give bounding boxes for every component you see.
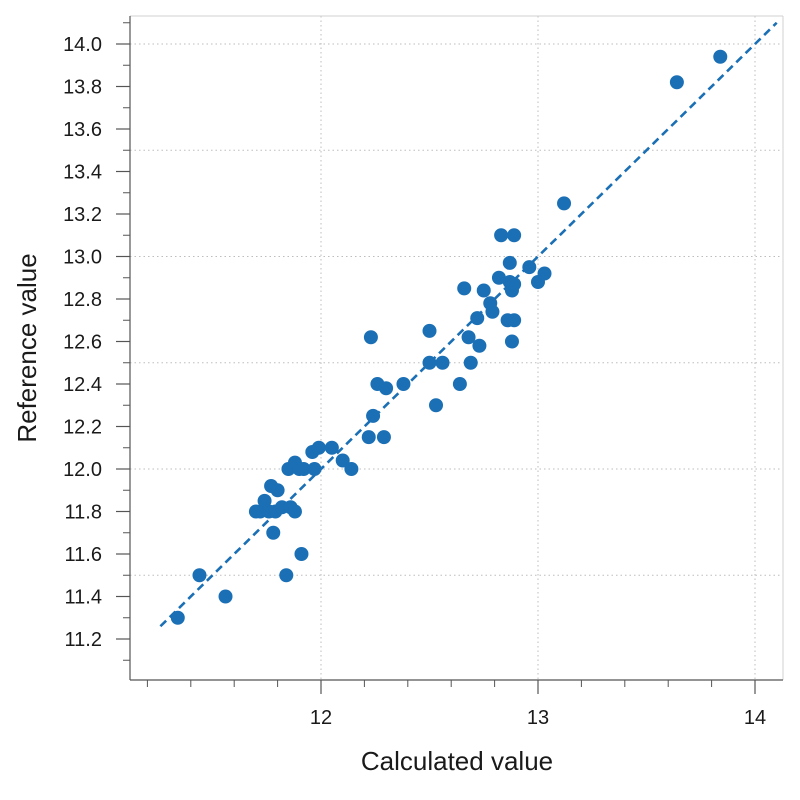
data-point [324, 440, 339, 455]
data-point [507, 277, 522, 292]
data-point [379, 381, 394, 396]
y-tick-label: 13.8 [63, 77, 102, 99]
data-point [476, 283, 491, 298]
data-point [361, 430, 376, 445]
data-point [452, 377, 467, 391]
y-tick-label: 12.2 [63, 417, 102, 439]
y-tick-label: 11.8 [65, 502, 102, 524]
plot-frame [130, 15, 784, 680]
data-point [463, 355, 478, 370]
y-tick-label: 12.4 [63, 374, 102, 396]
y-tick-label: 11.6 [65, 544, 102, 566]
y-tick-label: 12.6 [63, 332, 102, 354]
data-point [422, 355, 437, 370]
data-point [713, 49, 728, 64]
axes: 12 13 14 11.2 11.4 11.6 11.8 12.0 12.2 12.4 12.6 12… [63, 16, 783, 729]
data-point [270, 483, 285, 498]
data-point [257, 493, 272, 508]
data-point [435, 355, 450, 370]
data-point [502, 255, 517, 270]
y-tick-label: 13.4 [63, 162, 102, 184]
x-tick-label: 13 [527, 707, 549, 729]
fit-line-group [159, 21, 778, 628]
data-point [461, 330, 476, 345]
y-axis-title: Reference value [12, 253, 42, 442]
fit-line [159, 21, 778, 628]
x-axis-title: Calculated value [361, 746, 553, 776]
data-point [507, 228, 522, 243]
data-point [296, 462, 311, 476]
y-tick-label: 13.2 [63, 204, 102, 226]
y-tick-label: 14.0 [63, 34, 102, 56]
data-point [287, 504, 302, 519]
data-point [422, 323, 437, 338]
data-point [557, 196, 572, 211]
y-tick-label: 12.8 [63, 289, 102, 311]
y-tick-label: 12.0 [63, 459, 102, 481]
data-point [396, 377, 411, 391]
data-point [376, 430, 391, 445]
y-tick-label: 11.4 [65, 587, 102, 609]
data-point [335, 453, 350, 468]
data-point [522, 260, 537, 275]
data-point [669, 75, 684, 90]
data-point [266, 525, 281, 540]
data-point [491, 270, 506, 285]
data-point [311, 440, 326, 455]
data-point [192, 568, 207, 583]
data-point [307, 462, 322, 476]
y-tick-label: 13.6 [63, 119, 102, 141]
data-point [507, 313, 522, 328]
data-point [366, 408, 381, 423]
data-point [472, 338, 487, 353]
data-point [457, 281, 472, 296]
data-point [485, 304, 500, 319]
data-point [504, 334, 519, 349]
data-point [218, 589, 233, 604]
gridlines [130, 16, 783, 680]
data-point [537, 266, 552, 281]
data-point [279, 568, 294, 583]
y-tick-label: 13.0 [63, 247, 102, 269]
x-tick-label: 14 [744, 707, 766, 729]
data-point [429, 398, 444, 413]
y-tick-label: 11.2 [65, 629, 102, 651]
x-tick-label: 12 [310, 707, 332, 729]
data-point [170, 610, 185, 625]
data-point [470, 311, 485, 326]
data-point [494, 228, 509, 243]
data-point [294, 547, 309, 561]
data-point [363, 330, 378, 345]
data-point [344, 462, 359, 476]
data-points [170, 49, 728, 625]
